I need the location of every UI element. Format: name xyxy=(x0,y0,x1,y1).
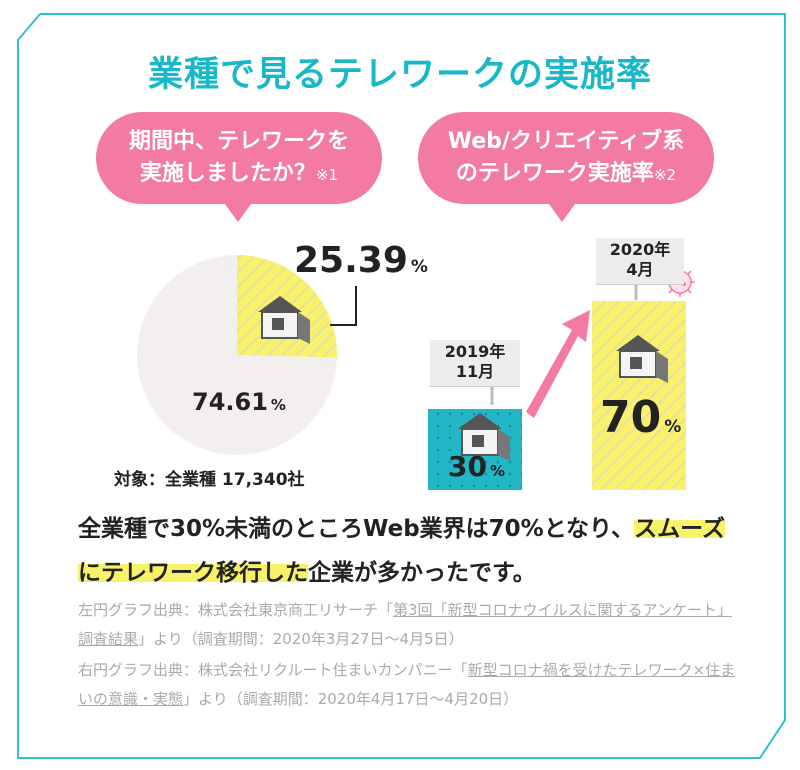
pie-callout-line xyxy=(330,286,357,326)
pie-unit-rest: % xyxy=(270,396,286,414)
pie-target-note: 対象：全業種 17,340社 xyxy=(114,470,305,490)
left-question-bubble: 期間中、テレワークを 実施しましたか？※1 xyxy=(96,112,382,204)
source-left-prefix: 左円グラフ出典：株式会社東京商工リサーチ「 xyxy=(78,601,394,619)
bar-value-before: 30 xyxy=(448,450,487,483)
pie-label-rest: 74.61% xyxy=(192,388,286,416)
pie-label-telework: 25.39% xyxy=(294,240,428,281)
pie-value-telework: 25.39 xyxy=(294,240,408,281)
sign-2019-year: 2019年 xyxy=(444,342,506,361)
source-right-suffix: 」より（調査期間：2020年4月17日〜4月20日） xyxy=(183,690,519,708)
right-bubble-line2: のテレワーク実施率 xyxy=(455,160,654,186)
right-bubble-tail xyxy=(546,200,578,222)
left-bubble-note: ※1 xyxy=(315,165,339,184)
increase-arrow xyxy=(526,310,590,418)
summary-part1: 全業種で30%未満のところWeb業界は70%となり、 xyxy=(78,516,635,542)
bar-2020-04 xyxy=(592,301,686,490)
sign-2020-year: 2020年 xyxy=(609,240,671,259)
source-left-suffix: 」より（調査期間：2020年3月27日〜4月5日） xyxy=(138,630,464,648)
right-bubble-note: ※2 xyxy=(653,165,677,184)
sign-2019-month: 11月 xyxy=(455,362,495,381)
page-title: 業種で見るテレワークの実施率 xyxy=(147,55,652,95)
bar-value-after: 70 xyxy=(600,392,662,443)
right-bubble-line2-wrap: のテレワーク実施率※2 xyxy=(418,158,714,191)
sign-2020-04: 2020年 4月 xyxy=(596,238,684,284)
left-bubble-line1: 期間中、テレワークを xyxy=(128,128,349,154)
source-right: 右円グラフ出典：株式会社リクルート住まいカンパニー「新型コロナ禍を受けたテレワー… xyxy=(78,656,738,714)
source-left: 左円グラフ出典：株式会社東京商工リサーチ「第3回「新型コロナウイルスに関するアン… xyxy=(78,596,738,654)
bar-unit-before: % xyxy=(489,462,505,480)
pie-value-rest: 74.61 xyxy=(192,388,268,416)
source-right-link[interactable]: 新型コロナ禍を受けたテレワーク×住まいの意識・実態 xyxy=(78,661,736,708)
sign-2020-month: 4月 xyxy=(626,260,654,279)
sign-2019-11: 2019年 11月 xyxy=(430,340,520,386)
bar-label-after: 70% xyxy=(600,392,681,443)
pie-unit-telework: % xyxy=(410,257,428,277)
source-right-prefix: 右円グラフ出典：株式会社リクルート住まいカンパニー「 xyxy=(78,661,468,679)
right-question-bubble: Web/クリエイティブ系 のテレワーク実施率※2 xyxy=(418,112,714,204)
source-left-link[interactable]: 第3回「新型コロナウイルスに関するアンケート」調査結果 xyxy=(78,601,732,648)
left-bubble-line2: 実施しましたか？ xyxy=(139,160,316,186)
summary-text: 全業種で30%未満のところWeb業界は70%となり、スムーズにテレワーク移行した… xyxy=(78,507,738,595)
left-bubble-line2-wrap: 実施しましたか？※1 xyxy=(96,158,382,191)
left-bubble-tail xyxy=(222,200,254,222)
right-bubble-line1: Web/クリエイティブ系 xyxy=(447,128,685,154)
summary-part2: 企業が多かったです。 xyxy=(308,560,536,586)
bar-label-before: 30% xyxy=(448,450,505,483)
bar-unit-after: % xyxy=(664,417,682,437)
